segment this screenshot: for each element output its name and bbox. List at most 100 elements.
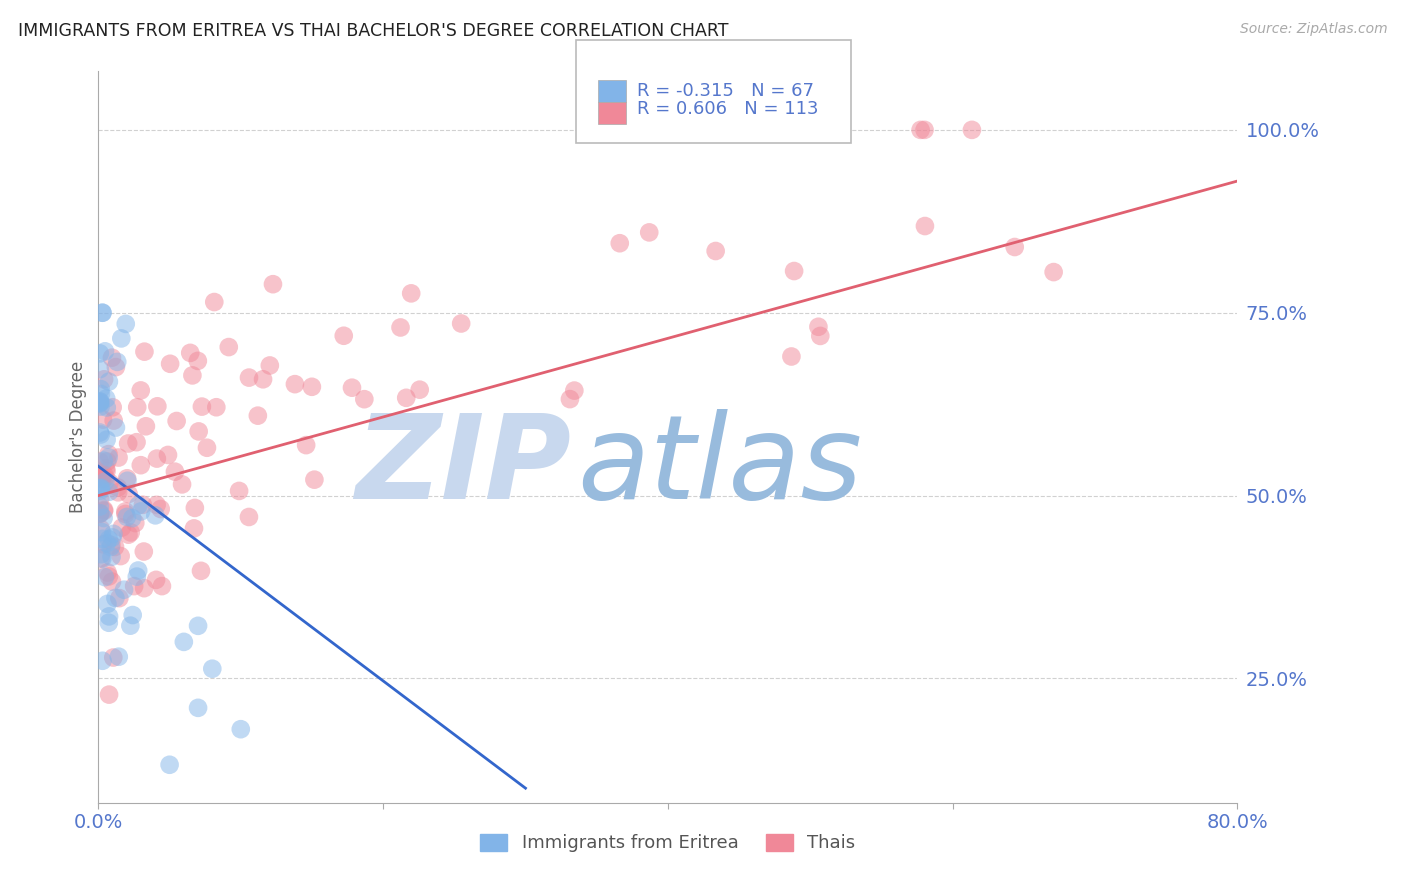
Point	[103, 650, 125, 665]
Point	[145, 498, 167, 512]
Point	[960, 123, 983, 137]
Text: atlas: atlas	[576, 409, 862, 524]
Point	[90, 551, 112, 566]
Point	[100, 538, 122, 552]
Point	[914, 123, 936, 137]
Point	[252, 372, 274, 386]
Point	[117, 487, 139, 501]
Text: R = -0.315   N = 67: R = -0.315 N = 67	[637, 82, 814, 100]
Point	[89, 455, 111, 469]
Point	[97, 375, 120, 389]
Point	[117, 436, 139, 450]
Point	[101, 530, 124, 544]
Point	[1042, 265, 1064, 279]
Point	[125, 435, 148, 450]
Point	[100, 549, 122, 564]
Point	[104, 360, 127, 375]
Point	[91, 532, 114, 546]
Point	[184, 500, 207, 515]
Point	[114, 504, 136, 518]
Point	[783, 264, 806, 278]
Point	[259, 359, 281, 373]
Point	[89, 491, 111, 506]
Point	[122, 579, 145, 593]
Point	[89, 483, 111, 498]
Point	[108, 591, 131, 606]
Point	[96, 536, 118, 550]
Point	[301, 380, 323, 394]
Point	[96, 597, 118, 611]
Point	[129, 384, 152, 398]
Point	[332, 328, 354, 343]
Point	[90, 427, 112, 442]
Point	[93, 504, 115, 518]
Point	[228, 483, 250, 498]
Point	[910, 123, 932, 137]
Point	[90, 382, 112, 396]
Point	[409, 383, 432, 397]
Point	[97, 569, 120, 583]
Text: ZIP: ZIP	[356, 409, 571, 524]
Point	[187, 354, 209, 368]
Point	[125, 569, 148, 583]
Point	[181, 368, 204, 383]
Point	[96, 433, 118, 447]
Point	[89, 394, 111, 409]
Point	[609, 236, 631, 251]
Point	[129, 458, 152, 473]
Point	[111, 520, 134, 534]
Point	[183, 521, 205, 535]
Point	[89, 481, 111, 495]
Point	[110, 331, 132, 345]
Point	[134, 581, 156, 595]
Point	[450, 317, 472, 331]
Point	[97, 450, 120, 465]
Point	[187, 425, 209, 439]
Point	[90, 547, 112, 561]
Point	[107, 450, 129, 465]
Point	[150, 579, 173, 593]
Point	[94, 344, 117, 359]
Point	[90, 481, 112, 495]
Point	[807, 319, 830, 334]
Point	[159, 757, 181, 772]
Point	[135, 419, 157, 434]
Point	[146, 451, 169, 466]
Point	[97, 566, 120, 580]
Legend: Immigrants from Eritrea, Thais: Immigrants from Eritrea, Thais	[474, 826, 862, 860]
Point	[90, 522, 112, 536]
Point	[159, 357, 181, 371]
Point	[187, 619, 209, 633]
Point	[238, 510, 260, 524]
Point	[149, 502, 172, 516]
Point	[114, 317, 136, 331]
Point	[145, 573, 167, 587]
Point	[89, 507, 111, 521]
Point	[638, 226, 661, 240]
Point	[132, 498, 155, 512]
Point	[163, 465, 186, 479]
Point	[104, 540, 127, 554]
Point	[101, 574, 124, 589]
Point	[104, 420, 127, 434]
Point	[127, 401, 149, 415]
Point	[89, 425, 111, 440]
Point	[91, 306, 114, 320]
Point	[94, 570, 117, 584]
Point	[353, 392, 375, 407]
Point	[105, 355, 128, 369]
Point	[97, 533, 120, 547]
Point	[780, 350, 803, 364]
Point	[96, 464, 118, 478]
Point	[107, 485, 129, 500]
Point	[90, 471, 112, 485]
Point	[115, 510, 138, 524]
Point	[89, 346, 111, 360]
Point	[121, 511, 143, 525]
Point	[145, 508, 167, 523]
Point	[98, 475, 121, 490]
Point	[190, 564, 212, 578]
Point	[93, 453, 115, 467]
Point	[389, 320, 412, 334]
Point	[90, 400, 112, 414]
